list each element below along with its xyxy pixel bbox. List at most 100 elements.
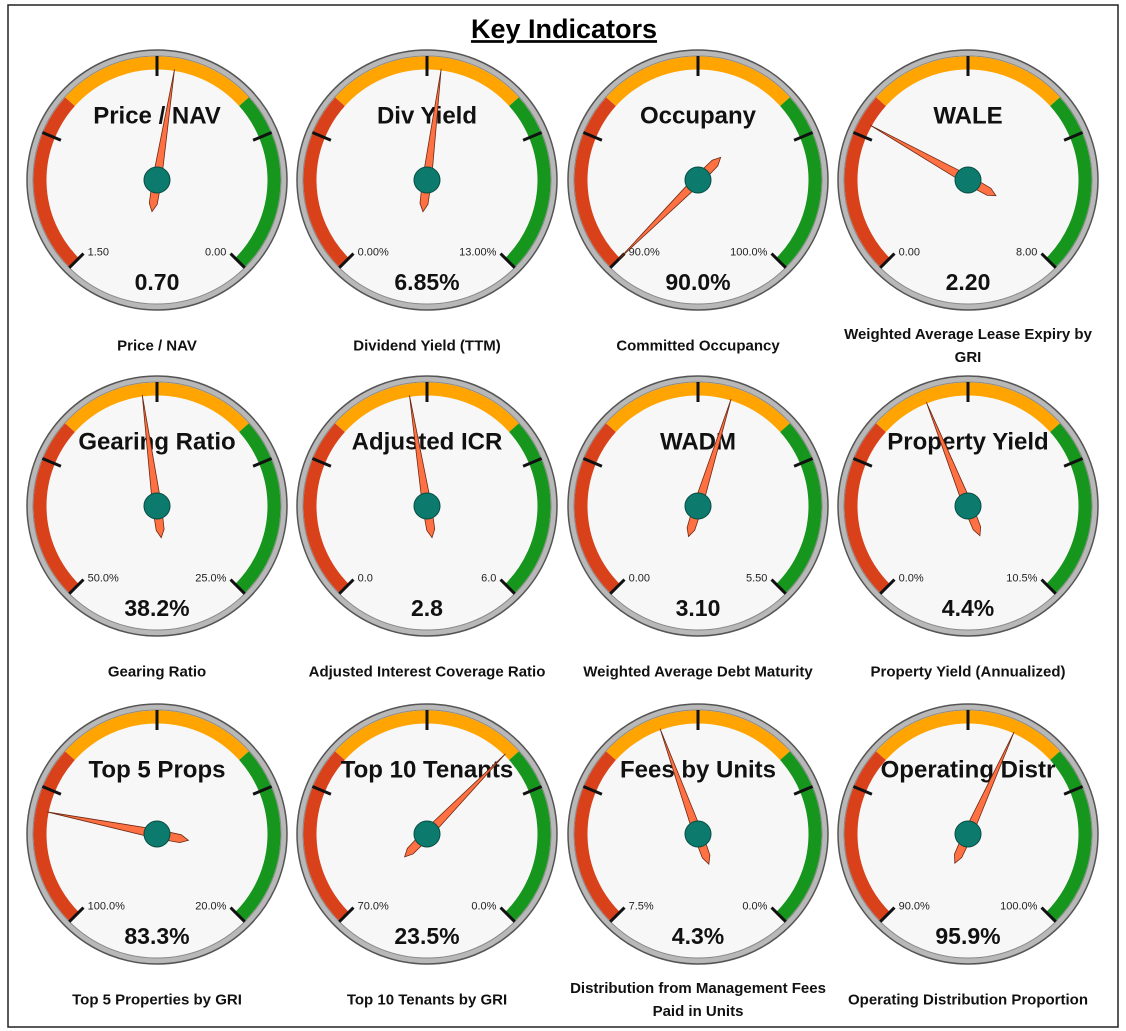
tick-mark [338,252,355,269]
gauge-band [505,751,551,922]
gauge-minor-tick [852,457,873,468]
tick-mark [68,578,85,595]
gauge-minor-tick [311,457,332,468]
value-label: 4.4% [942,595,994,621]
tick-mark [338,578,355,595]
gauge-band [776,97,822,268]
gauge-minor-tick [1063,785,1084,796]
gauge-title: Occupany [640,102,757,129]
tick-mark [68,906,85,923]
value-label: 4.3% [672,923,724,949]
gauge-minor-tick [852,785,873,796]
gauge-minor-tick [582,131,603,142]
gauge: 7.5% 0.0% Fees by Units 4.3% [567,703,829,965]
gauge-band [776,423,822,594]
gauge-band [33,751,79,922]
tick-mark [770,578,787,595]
value-label: 83.3% [124,923,189,949]
gauge-caption: Property Yield (Annualized) [870,663,1066,681]
gauge-title: Price / NAV [93,102,221,129]
tick-mark [499,906,516,923]
gauge: 70.0% 0.0% Top 10 Tenants 23.5% [296,703,558,965]
gauge-title: Top 10 Tenants [341,756,513,783]
value-label: 2.8 [411,595,443,621]
needle-hub [684,166,712,194]
gauge-caption: Top 5 Properties by GRI [72,991,242,1009]
tick-label: 0.00% [358,246,389,258]
gauge-minor-tick [522,785,543,796]
gauge-band [844,751,890,922]
gauge-caption: Distribution from Management Fees Paid i… [570,980,826,1020]
tick-label: 0.00 [205,246,226,258]
gauge: 0.00 5.50 WADM 3.10 [567,375,829,637]
needle-hub [954,492,982,520]
gauge-caption: Top 10 Tenants by GRI [346,991,508,1009]
tick-label: 0.0% [899,572,924,584]
tick-label: 10.5% [1006,572,1037,584]
gauge-band [33,97,79,268]
gauge-band [574,97,620,268]
gauge: 0.0% 10.5% Property Yield 4.4% [837,375,1099,637]
needle-hub [954,166,982,194]
needle-hub [684,820,712,848]
value-label: 6.85% [394,269,459,295]
value-label: 23.5% [394,923,459,949]
gauge-minor-tick [852,131,873,142]
gauge-minor-tick [1063,457,1084,468]
gauge-band [235,423,281,594]
gauge-title: WALE [933,102,1002,129]
tick-mark [879,578,896,595]
tick-mark [879,252,896,269]
gauge-minor-tick [252,785,273,796]
gauge-caption: Price / NAV [117,337,197,355]
tick-label: 5.50 [746,572,767,584]
gauge-title: Fees by Units [620,756,776,783]
gauge-minor-tick [582,785,603,796]
gauge: 1.50 0.00 Price / NAV 0.70 [26,49,288,311]
gauge-caption: Dividend Yield (TTM) [353,337,501,355]
gauge-minor-tick [582,457,603,468]
gauge-title: Operating Distr [881,756,1056,783]
gauge-minor-tick [1063,131,1084,142]
gauge-minor-tick [41,131,62,142]
gauge-caption: Operating Distribution Proportion [848,991,1088,1009]
tick-mark [499,252,516,269]
gauge-title: Div Yield [377,102,477,129]
gauge-band [303,423,349,594]
tick-mark [1040,252,1057,269]
tick-mark [338,906,355,923]
gauge-band [235,97,281,268]
gauge-caption: Weighted Average Lease Expiry by GRI [844,326,1092,366]
gauge: 0.0 6.0 Adjusted ICR 2.8 [296,375,558,637]
needle-hub [684,492,712,520]
gauge-title: Property Yield [887,428,1048,455]
gauge-minor-tick [793,131,814,142]
tick-label: 100.0% [730,246,768,258]
gauge-caption: Committed Occupancy [616,337,780,355]
gauge-band [505,423,551,594]
tick-mark [1040,578,1057,595]
gauge-band [574,751,620,922]
gauge-title: Top 5 Props [89,756,226,783]
gauge-caption: Gearing Ratio [107,663,207,681]
needle-hub [413,492,441,520]
tick-mark [1040,906,1057,923]
tick-mark [770,906,787,923]
tick-mark [609,578,626,595]
gauge: 50.0% 25.0% Gearing Ratio 38.2% [26,375,288,637]
gauge-title: Adjusted ICR [352,428,503,455]
value-label: 38.2% [124,595,189,621]
gauge-band [844,423,890,594]
gauge-band [505,97,551,268]
value-label: 90.0% [665,269,730,295]
tick-label: 13.00% [459,246,497,258]
needle-hub [143,820,171,848]
tick-label: 8.00 [1016,246,1037,258]
gauge-band [1046,751,1092,922]
gauge-minor-tick [252,131,273,142]
tick-label: 0.00 [629,572,650,584]
gauge-band [844,97,890,268]
tick-label: 50.0% [88,572,119,584]
